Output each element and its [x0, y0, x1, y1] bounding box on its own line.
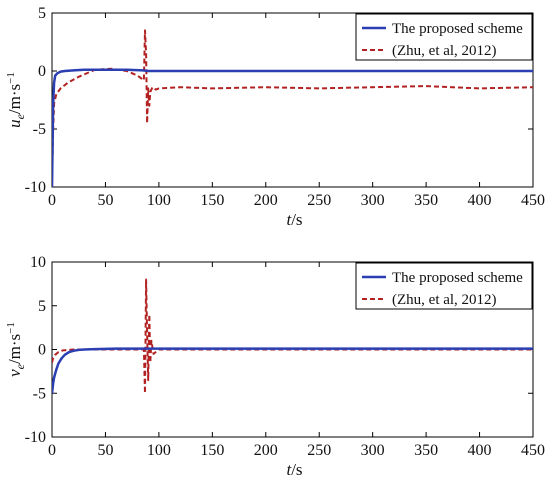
legend-label-2: (Zhu, et al, 2012) [392, 292, 497, 308]
x-tick-label: 150 [200, 442, 224, 459]
x-tick-label: 200 [254, 442, 278, 459]
x-axis-label: t/s [286, 460, 302, 479]
x-tick-label: 300 [361, 442, 385, 459]
x-tick-label: 450 [521, 192, 545, 209]
y-tick-label: -5 [33, 121, 46, 138]
legend-box [355, 262, 533, 310]
series-line-1 [52, 347, 533, 394]
x-tick-label: 350 [414, 192, 438, 209]
x-tick-label: 300 [361, 192, 385, 209]
x-tick-label: 100 [147, 192, 171, 209]
x-tick-label: 350 [414, 442, 438, 459]
x-tick-label: 200 [254, 192, 278, 209]
series-line-1 [52, 68, 533, 187]
legend-label-2: (Zhu, et al, 2012) [392, 43, 497, 59]
y-tick-label: 0 [38, 63, 46, 80]
x-tick-label: 0 [48, 442, 56, 459]
x-tick-label: 100 [147, 442, 171, 459]
series-line-2 [52, 29, 533, 187]
x-tick-label: 450 [521, 442, 545, 459]
x-tick-label: 400 [468, 442, 492, 459]
x-tick-label: 0 [48, 192, 56, 209]
y-tick-label: 5 [38, 298, 46, 315]
x-tick-label: 400 [468, 192, 492, 209]
x-tick-label: 50 [97, 442, 113, 459]
x-axis-label: t/s [286, 210, 302, 229]
x-tick-label: 250 [307, 442, 331, 459]
y-tick-label: -10 [25, 429, 46, 446]
chart-panel-2: 0 50 100 150 200 250 300 350 400 4501050-5-10t/sv… [5, 254, 545, 479]
y-tick-label: -10 [25, 179, 46, 196]
y-tick-label: 0 [38, 342, 46, 359]
x-tick-label: 50 [97, 192, 113, 209]
legend-label-1: The proposed scheme [392, 21, 523, 37]
y-tick-label: 10 [30, 254, 46, 271]
y-tick-label: 5 [38, 5, 46, 22]
legend-box [355, 13, 533, 61]
y-axis-label: ue/m·s−1 [5, 72, 27, 128]
chart-panel-1: 0 50 100 150 200 250 300 350 400 45050-5-10t/sue/… [5, 5, 545, 229]
legend: The proposed scheme (Zhu, et al, 2012) [355, 13, 533, 61]
series-line-2 [52, 278, 533, 395]
x-tick-label: 150 [200, 192, 224, 209]
x-tick-label: 250 [307, 192, 331, 209]
plot-frame [51, 12, 534, 188]
y-tick-label: -5 [33, 385, 46, 402]
legend: The proposed scheme (Zhu, et al, 2012) [355, 262, 533, 310]
y-axis-label: ve/m·s−1 [5, 322, 27, 377]
legend-label-1: The proposed scheme [392, 270, 523, 286]
